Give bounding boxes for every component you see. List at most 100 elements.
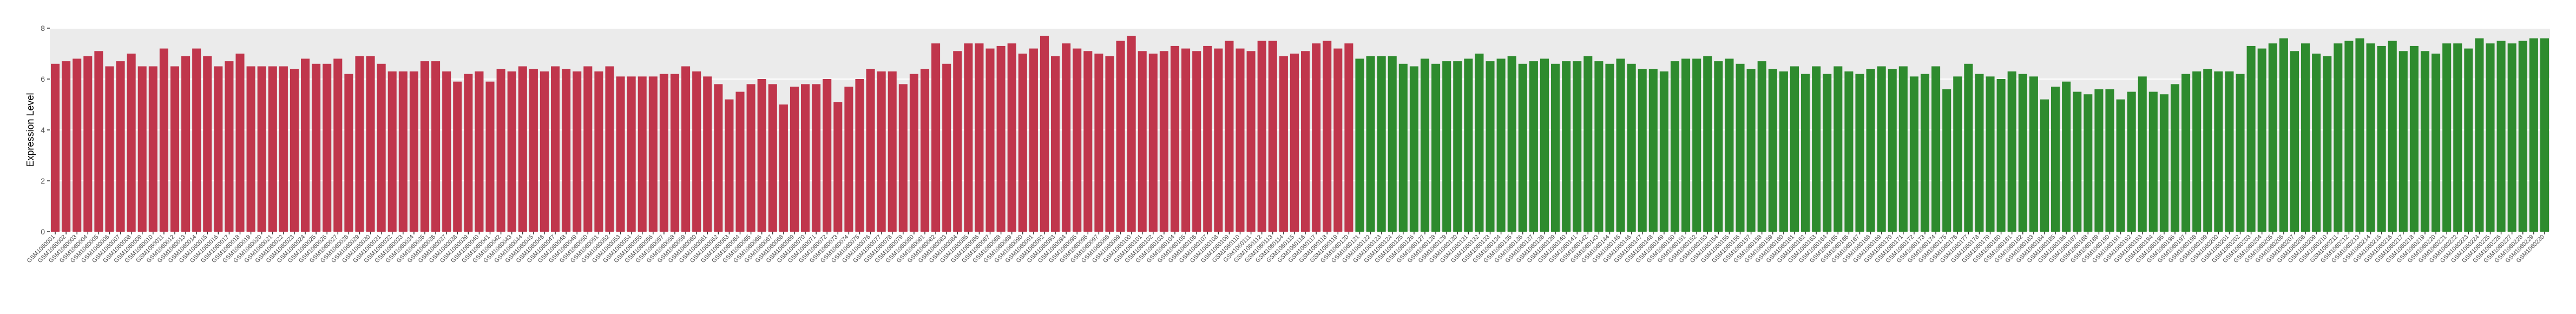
bar — [1692, 58, 1701, 232]
bar — [2442, 43, 2452, 232]
bar — [1388, 56, 1397, 232]
bar — [344, 74, 353, 232]
bar — [420, 61, 430, 232]
bar — [1877, 66, 1886, 232]
bar — [1344, 43, 1353, 232]
bar — [290, 69, 299, 232]
bar — [909, 74, 918, 232]
bar — [1507, 56, 1516, 232]
bar — [94, 51, 103, 232]
bar — [1366, 56, 1375, 232]
bar — [2366, 43, 2375, 232]
bar — [1355, 58, 1364, 232]
bar — [779, 104, 788, 232]
bar — [1648, 69, 1658, 232]
bar — [2029, 76, 2038, 232]
bar — [670, 74, 680, 232]
bar — [551, 66, 560, 232]
bar — [725, 99, 734, 232]
bar — [2105, 89, 2114, 232]
bar — [1594, 61, 1604, 232]
bar — [1257, 41, 1266, 232]
bar — [2084, 94, 2093, 232]
bar — [1583, 56, 1593, 232]
bar — [1377, 56, 1386, 232]
bar — [398, 71, 408, 232]
y-tick-label: 8 — [41, 24, 45, 32]
bar — [2007, 71, 2016, 232]
bar — [1312, 43, 1321, 232]
bar — [877, 71, 886, 232]
bar — [1225, 41, 1234, 232]
bar — [1659, 71, 1668, 232]
bar — [1420, 58, 1430, 232]
bar — [1573, 61, 1582, 232]
bar — [127, 54, 136, 232]
bar — [1442, 61, 1451, 232]
bar — [2420, 51, 2430, 232]
bar — [192, 48, 201, 232]
bar — [2388, 41, 2397, 232]
bar — [823, 79, 832, 232]
bar — [942, 63, 951, 232]
bar — [73, 58, 82, 232]
bar — [1116, 41, 1125, 232]
bar — [1094, 54, 1103, 232]
bar — [659, 74, 668, 232]
bar — [2334, 43, 2343, 232]
bar — [1431, 63, 1441, 232]
bar — [377, 63, 386, 232]
bar — [1007, 43, 1016, 232]
bar — [279, 66, 288, 232]
bar — [746, 84, 755, 232]
bar — [594, 71, 603, 232]
bar — [1670, 61, 1680, 232]
bar — [301, 58, 310, 232]
bar — [83, 56, 93, 232]
bar — [735, 91, 745, 232]
bar — [2475, 38, 2484, 232]
bar — [964, 43, 973, 232]
bar — [801, 84, 810, 232]
bar — [714, 84, 723, 232]
bar — [1192, 51, 1201, 232]
bar — [1562, 61, 1571, 232]
bar — [1323, 41, 1332, 232]
bar — [2225, 71, 2234, 232]
bar — [2453, 43, 2462, 232]
bar — [2192, 71, 2202, 232]
bar — [812, 84, 821, 232]
bar — [692, 71, 701, 232]
bar — [1942, 89, 1951, 232]
bar — [1736, 63, 1745, 232]
bar — [518, 66, 527, 232]
bar — [2377, 45, 2386, 232]
bar — [1681, 58, 1691, 232]
bar — [1540, 58, 1549, 232]
bar — [2464, 48, 2473, 232]
bar — [2159, 94, 2168, 232]
bar — [431, 61, 441, 232]
bar — [2236, 74, 2245, 232]
bar — [2518, 41, 2527, 232]
bar — [1127, 36, 1136, 232]
bar — [62, 61, 71, 232]
bar — [1812, 66, 1821, 232]
bar — [246, 66, 255, 232]
bar — [1018, 54, 1027, 232]
bar — [2529, 38, 2538, 232]
bar — [1779, 71, 1788, 232]
bar — [953, 51, 962, 232]
bar — [855, 79, 864, 232]
bar — [2181, 74, 2191, 232]
bar — [1246, 51, 1256, 232]
bar — [2409, 45, 2419, 232]
bar — [1398, 63, 1408, 232]
bar — [1898, 66, 1908, 232]
bar — [1844, 71, 1854, 232]
bar — [573, 71, 582, 232]
bar — [583, 66, 593, 232]
bar — [2432, 54, 2441, 232]
bar — [2257, 48, 2266, 232]
bar — [2507, 43, 2516, 232]
